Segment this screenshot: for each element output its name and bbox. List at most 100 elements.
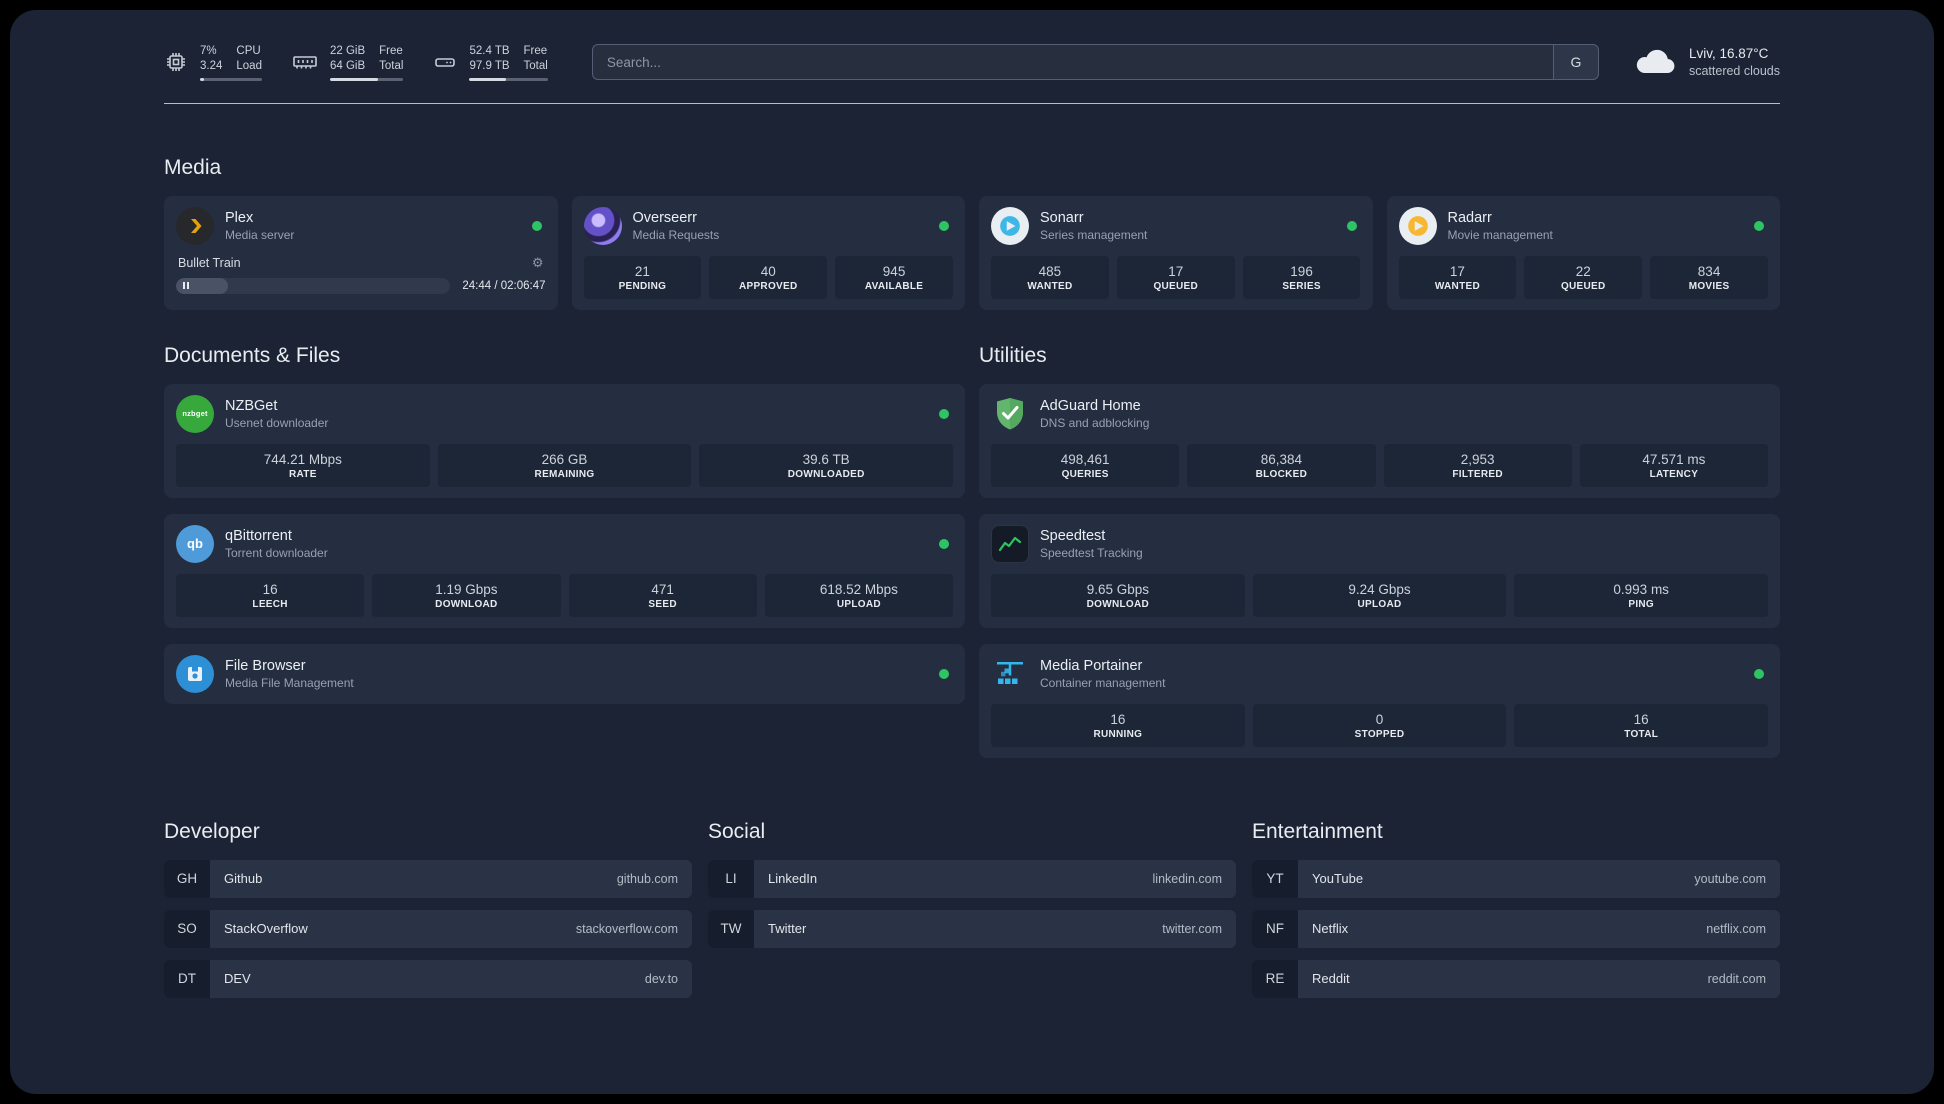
stat-label: WANTED	[1434, 280, 1480, 292]
stat-value: 47.571 ms	[1642, 451, 1706, 467]
search-provider-button[interactable]: G	[1552, 44, 1599, 81]
service-card-filebrowser[interactable]: File Browser Media File Management	[164, 643, 965, 704]
stat-block: 485 WANTED	[991, 255, 1109, 299]
stat-block: 40 APPROVED	[709, 255, 828, 299]
bookmark-abbr: NF	[1252, 909, 1298, 948]
dashboard-panel: 7% 3.24 CPU Load	[10, 10, 1934, 1094]
service-title: Overseerr	[632, 209, 697, 226]
service-subtitle: DNS and adblocking	[1040, 415, 1150, 430]
stat-value: 16	[1110, 711, 1126, 727]
playback-progress-bar	[176, 277, 451, 294]
stat-label: DOWNLOAD	[1086, 598, 1150, 610]
stat-label: BLOCKED	[1255, 468, 1308, 480]
service-title: AdGuard Home	[1040, 397, 1141, 414]
bookmark-group-developer: Developer GH Github github.com SO StackO…	[164, 820, 692, 998]
memory-label-bottom: Total	[379, 59, 404, 72]
memory-total: 64 GiB	[329, 59, 366, 72]
section-title-media: Media	[164, 155, 222, 179]
service-title: Plex	[225, 209, 254, 226]
status-dot	[1346, 220, 1357, 231]
stat-block: 17 QUEUED	[1116, 255, 1235, 299]
plex-now-playing-widget: Bullet Train ⚙ 24:44 / 02:06:47	[176, 255, 546, 294]
bookmark-url: dev.to	[644, 971, 678, 986]
status-dot	[1754, 668, 1764, 679]
stat-block: 498,461 QUERIES	[991, 443, 1180, 487]
service-card-adguard[interactable]: AdGuard Home DNS and adblocking 498,461 …	[979, 383, 1780, 498]
bookmark-dev[interactable]: DT DEV dev.to	[164, 959, 692, 998]
bookmark-youtube[interactable]: YT YouTube youtube.com	[1252, 859, 1780, 898]
stat-label: REMAINING	[534, 468, 595, 480]
disk-label-top: Free	[523, 45, 548, 57]
service-subtitle: Movie management	[1447, 227, 1553, 242]
bookmark-github[interactable]: GH Github github.com	[164, 859, 692, 898]
section-title-social: Social	[708, 819, 766, 843]
search-bar: G	[591, 44, 1599, 81]
search-input[interactable]	[591, 44, 1553, 81]
service-card-overseerr[interactable]: Overseerr Media Requests 21 PENDING 40 A…	[571, 195, 965, 310]
media-grid: Plex Media server Bullet Train ⚙	[164, 195, 1780, 310]
nzbget-icon-text: nzbget	[182, 409, 208, 419]
service-title: Speedtest	[1040, 527, 1106, 544]
bookmark-name: Twitter	[768, 921, 807, 937]
bookmark-netflix[interactable]: NF Netflix netflix.com	[1252, 909, 1780, 948]
status-dot	[531, 220, 542, 231]
stat-label: LEECH	[252, 598, 288, 610]
stat-block: 21 PENDING	[583, 255, 702, 299]
bookmark-abbr: LI	[708, 859, 754, 898]
bookmark-url: youtube.com	[1694, 871, 1766, 886]
bookmark-twitter[interactable]: TW Twitter twitter.com	[708, 909, 1236, 948]
service-card-speedtest[interactable]: Speedtest Speedtest Tracking 9.65 Gbps D…	[979, 513, 1780, 628]
bookmark-abbr: TW	[708, 909, 754, 948]
service-card-portainer[interactable]: Media Portainer Container management 16 …	[979, 643, 1780, 758]
stat-label: APPROVED	[738, 280, 798, 292]
bookmark-url: netflix.com	[1706, 921, 1766, 936]
status-dot	[939, 668, 949, 679]
service-card-sonarr[interactable]: Sonarr Series management 485 WANTED 17 Q…	[979, 195, 1373, 310]
section-title-documents: Documents & Files	[164, 343, 341, 367]
bookmark-linkedin[interactable]: LI LinkedIn linkedin.com	[708, 859, 1236, 898]
bookmark-url: stackoverflow.com	[575, 921, 678, 936]
gear-icon[interactable]: ⚙	[531, 254, 544, 270]
service-card-qbittorrent[interactable]: qb qBittorrent Torrent downloader 16	[164, 513, 965, 628]
service-card-radarr[interactable]: Radarr Movie management 17 WANTED 22 QUE…	[1386, 195, 1780, 310]
weather-widget: Lviv, 16.87°C scattered clouds	[1633, 45, 1780, 80]
stat-value: 0	[1375, 711, 1384, 727]
stat-label: DOWNLOADED	[787, 468, 865, 480]
cpu-load-value: 3.24	[200, 59, 223, 72]
bookmark-group-entertainment: Entertainment YT YouTube youtube.com NF …	[1252, 820, 1780, 998]
adguard-icon	[991, 395, 1029, 433]
stat-value: 16	[1633, 711, 1649, 727]
bookmark-reddit[interactable]: RE Reddit reddit.com	[1252, 959, 1780, 998]
bookmark-name: Netflix	[1312, 921, 1349, 937]
stat-label: AVAILABLE	[864, 280, 924, 292]
stat-value: 618.52 Mbps	[819, 581, 898, 597]
playback-time: 24:44 / 02:06:47	[462, 279, 546, 292]
status-dot	[939, 538, 949, 549]
stat-value: 834	[1697, 263, 1721, 279]
stat-block: 16 TOTAL	[1514, 703, 1769, 747]
stat-block: 39.6 TB DOWNLOADED	[699, 443, 954, 487]
stat-value: 471	[651, 581, 674, 597]
cpu-label-bottom: Load	[236, 59, 262, 72]
cpu-progress-bar	[200, 77, 262, 81]
stat-value: 9.24 Gbps	[1348, 581, 1411, 597]
disk-label-bottom: Total	[523, 59, 548, 72]
bookmark-stackoverflow[interactable]: SO StackOverflow stackoverflow.com	[164, 909, 692, 948]
service-card-nzbget[interactable]: nzbget NZBGet Usenet downloader 744.21 M…	[164, 383, 965, 498]
stat-block: 471 SEED	[568, 573, 757, 617]
stat-block: 266 GB REMAINING	[437, 443, 692, 487]
service-card-plex[interactable]: Plex Media server Bullet Train ⚙	[164, 195, 558, 310]
disk-widget: 52.4 TB 97.9 TB Free Total	[433, 44, 548, 81]
top-bar: 7% 3.24 CPU Load	[164, 44, 1780, 81]
section-title-entertainment: Entertainment	[1252, 819, 1383, 843]
stat-value: 1.19 Gbps	[435, 581, 498, 597]
bookmark-abbr: RE	[1252, 959, 1298, 998]
stat-value: 2,953	[1460, 451, 1495, 467]
stat-label: SEED	[648, 598, 677, 610]
stat-value: 0.993 ms	[1613, 581, 1669, 597]
bookmark-name: DEV	[224, 971, 251, 987]
cpu-widget: 7% 3.24 CPU Load	[164, 44, 262, 81]
service-title: Media Portainer	[1040, 657, 1143, 674]
plex-icon	[176, 206, 214, 245]
bookmark-abbr: DT	[164, 959, 210, 998]
